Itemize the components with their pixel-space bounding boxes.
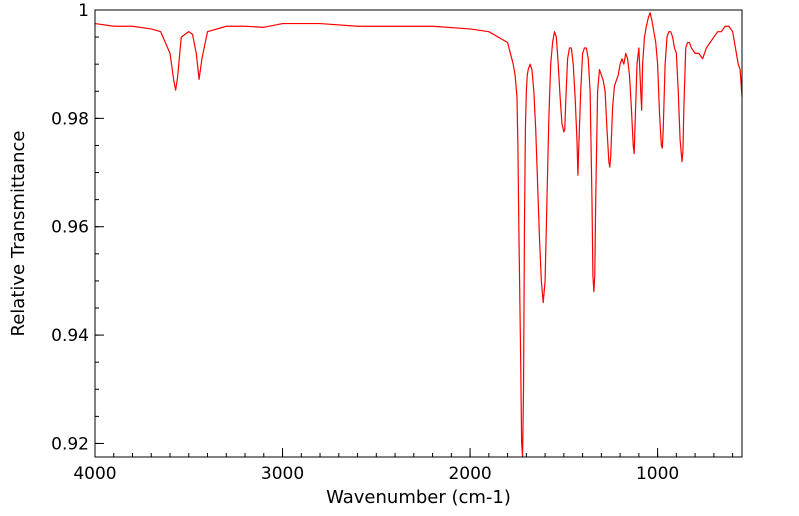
y-major-ticks — [95, 9, 104, 444]
y-tick-label: 0.98 — [51, 109, 89, 129]
x-tick-labels: 4000 3000 2000 1000 — [73, 464, 679, 484]
y-axis-title: Relative Transmittance — [8, 131, 29, 337]
spectrum-line — [94, 12, 743, 458]
y-tick-label: 0.96 — [51, 218, 89, 238]
y-minor-ticks — [95, 9, 99, 444]
plot-frame — [94, 9, 743, 458]
x-tick-label: 2000 — [448, 464, 491, 484]
y-tick-label: 0.94 — [51, 326, 89, 346]
x-minor-ticks — [94, 453, 734, 457]
x-tick-label: 3000 — [261, 464, 304, 484]
x-tick-label: 4000 — [73, 464, 116, 484]
y-tick-label: 0.92 — [51, 434, 89, 454]
y-tick-label: 1 — [78, 1, 89, 21]
x-tick-label: 1000 — [636, 464, 679, 484]
x-axis-title: Wavenumber (cm-1) — [326, 487, 511, 508]
y-tick-labels: 1 0.98 0.96 0.94 0.92 — [51, 1, 89, 454]
